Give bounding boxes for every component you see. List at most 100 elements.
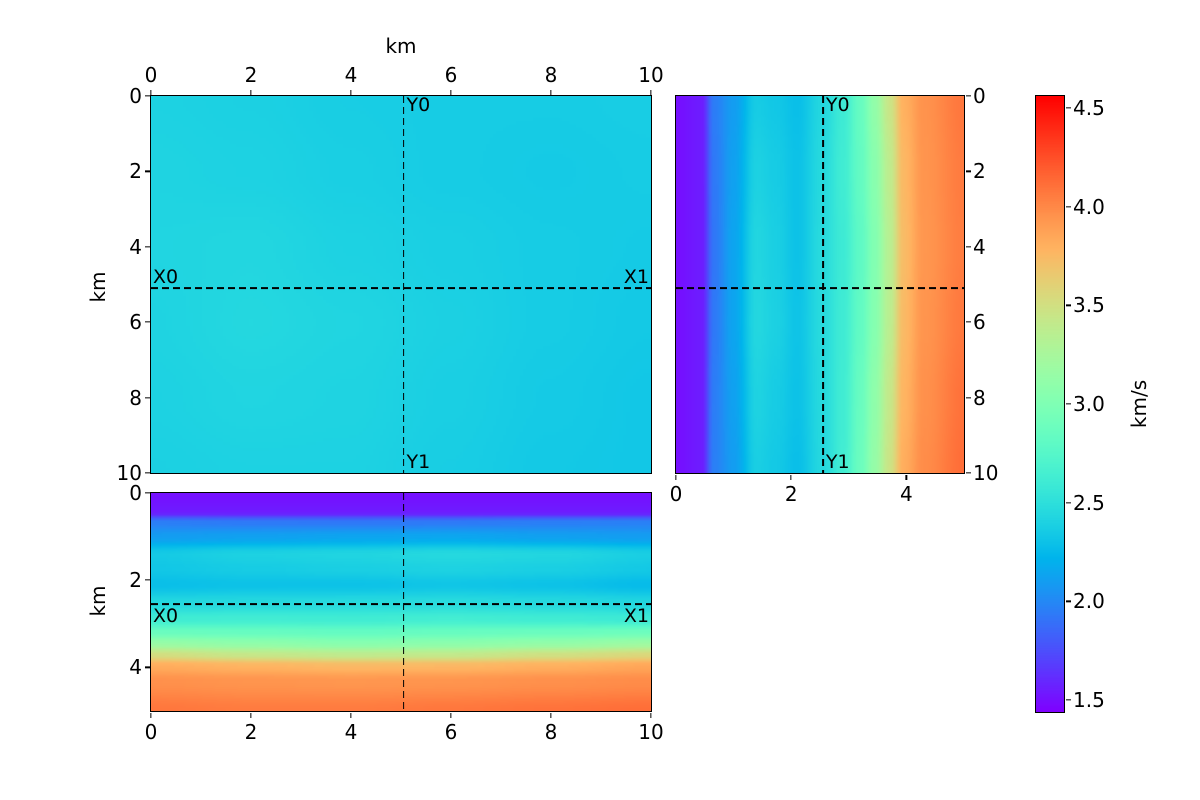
- tick-mark: [965, 170, 971, 173]
- tick-mark: [550, 712, 552, 718]
- tick-mark: [144, 492, 150, 494]
- tick-label: 10: [973, 461, 999, 485]
- tick-label: 10: [638, 63, 664, 87]
- tick-mark: [250, 712, 252, 718]
- colorbar-gradient-canvas: [1036, 96, 1064, 712]
- tick-mark: [550, 89, 552, 95]
- tick-mark: [150, 89, 152, 95]
- tick-label: 6: [973, 310, 986, 335]
- tick-mark: [350, 712, 352, 718]
- tick-label: 4: [900, 482, 913, 506]
- tick-label: 2: [244, 720, 258, 744]
- tick-label: 3.5: [1073, 293, 1105, 318]
- tick-label: 8: [973, 385, 986, 410]
- tick-label: 10: [638, 720, 664, 744]
- tick-label: 2: [244, 63, 258, 87]
- tick-label: 3.0: [1073, 392, 1105, 416]
- tick-mark: [144, 579, 150, 581]
- tick-label: 2: [784, 482, 798, 506]
- tick-label: 0: [144, 720, 158, 744]
- tick-mark: [790, 474, 792, 480]
- tick-label: 4: [129, 655, 142, 680]
- tick-mark: [1065, 600, 1071, 603]
- tick-mark: [144, 170, 150, 173]
- y-depth-slice-panel: Y0 Y1 0 2 4 0 2 4 6 8 10: [670, 86, 999, 504]
- tick-label: 4: [129, 234, 142, 259]
- colorbar-unit-label: km/s: [1127, 379, 1151, 429]
- tick-label: 0: [669, 482, 683, 506]
- tick-label: 8: [544, 720, 558, 744]
- tick-mark: [144, 321, 150, 323]
- tick-mark: [650, 89, 652, 95]
- map-label-y0: Y0: [406, 94, 431, 116]
- tick-mark: [250, 89, 252, 95]
- tick-label: 8: [129, 385, 142, 410]
- xslice-label-x1: X1: [623, 605, 649, 628]
- tick-mark: [144, 666, 150, 669]
- tick-label: 0: [973, 84, 986, 108]
- x-depth-slice-panel: X0 X1 0 2 4 6 8 10 0 2 4: [129, 483, 663, 742]
- tick-mark: [1065, 699, 1071, 701]
- tick-mark: [905, 474, 908, 480]
- tick-label: 4.5: [1073, 95, 1105, 120]
- tick-label: 4: [973, 234, 986, 259]
- x-slice-location-line: [151, 287, 651, 290]
- tick-label: 1.5: [1073, 688, 1105, 713]
- tick-label: 0: [129, 84, 142, 108]
- tick-mark: [350, 89, 352, 95]
- tick-mark: [675, 474, 677, 480]
- tick-mark: [150, 712, 152, 718]
- tick-mark: [144, 95, 150, 97]
- x-slice-location-line: [676, 287, 964, 290]
- y-slice-location-line: [402, 493, 405, 711]
- colorbar: 4.5 4.0 3.5 3.0 2.5 2.0 1.5: [1035, 95, 1105, 713]
- tick-label: 2: [973, 159, 986, 184]
- tick-mark: [450, 89, 452, 95]
- yslice-label-y1: Y1: [825, 451, 850, 473]
- tick-mark: [965, 472, 971, 474]
- tick-label: 2: [129, 568, 142, 593]
- map-y-axis-title: km: [86, 271, 110, 303]
- tick-mark: [144, 246, 150, 248]
- xslice-label-x0: X0: [153, 605, 179, 628]
- tick-label: 4: [344, 63, 358, 87]
- tick-label: 6: [129, 310, 142, 335]
- x-depth-slice-heatmap-canvas: [151, 493, 651, 711]
- tick-label: 4: [344, 720, 358, 744]
- tick-mark: [1065, 403, 1071, 405]
- tick-label: 6: [444, 720, 458, 744]
- map-heatmap-canvas: [151, 96, 651, 473]
- tick-mark: [1065, 107, 1071, 109]
- tick-mark: [965, 396, 971, 399]
- tick-label: 0: [129, 481, 142, 505]
- tick-label: 4.0: [1073, 194, 1105, 219]
- tick-label: 2: [129, 159, 142, 184]
- map-label-y1: Y1: [406, 451, 431, 473]
- tick-mark: [650, 712, 652, 718]
- map-label-x0: X0: [153, 266, 179, 289]
- tick-mark: [450, 712, 452, 718]
- depth-slice-y-axis-title: km: [86, 585, 110, 617]
- tick-label: 2.0: [1073, 589, 1105, 614]
- tick-mark: [965, 246, 971, 248]
- y-slice-location-line: [402, 96, 405, 473]
- map-label-x1: X1: [623, 266, 649, 289]
- depth-slice-location-line: [821, 96, 824, 473]
- tick-mark: [1065, 502, 1071, 504]
- tick-mark: [965, 95, 971, 97]
- map-view-panel: Y0 Y1 X0 X1 0 2 4 6 8 10 0 2 4 6 8 10: [117, 65, 664, 483]
- tick-label: 8: [544, 63, 558, 87]
- tick-label: 0: [144, 63, 158, 87]
- yslice-label-y0: Y0: [825, 94, 850, 116]
- tick-mark: [144, 472, 150, 474]
- map-x-axis-title: km: [385, 34, 417, 58]
- tick-mark: [965, 321, 971, 323]
- tick-mark: [1065, 205, 1071, 208]
- tick-label: 10: [116, 461, 142, 485]
- tick-label: 6: [444, 63, 458, 87]
- tick-mark: [144, 396, 150, 399]
- tick-mark: [1065, 304, 1071, 306]
- depth-slice-location-line: [151, 603, 651, 606]
- y-depth-slice-heatmap-canvas: [676, 96, 964, 473]
